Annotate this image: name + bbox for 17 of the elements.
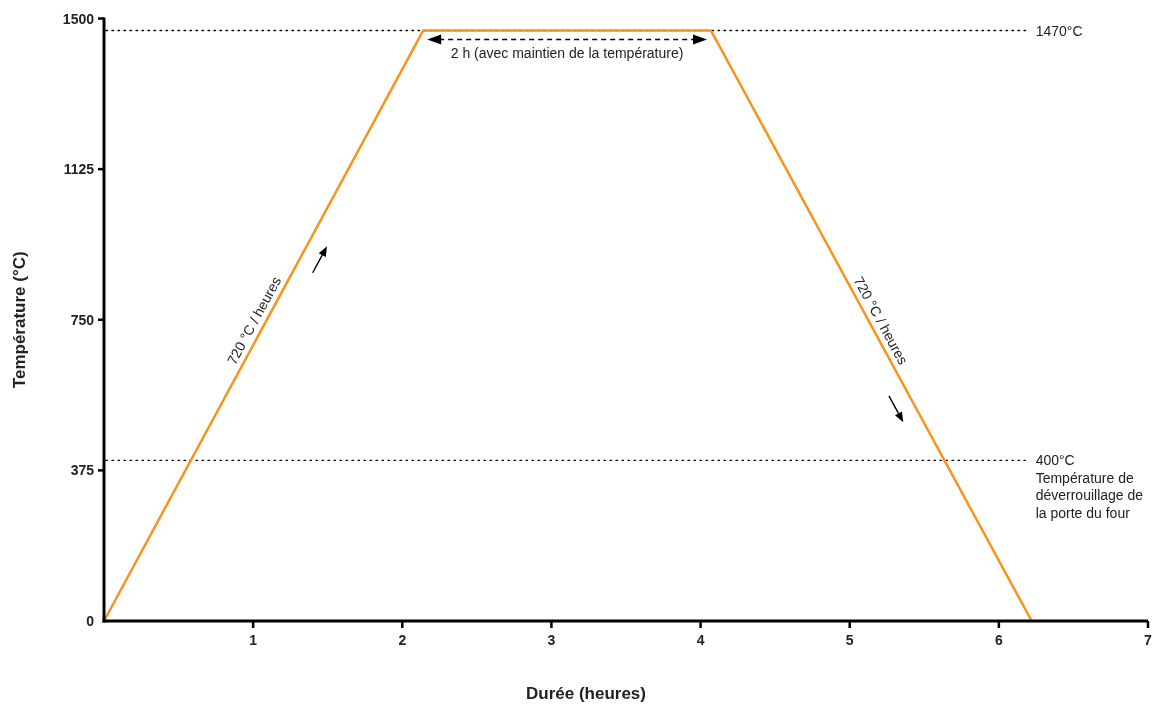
x-tick-label: 3 [547, 632, 556, 648]
y-tick-label: 1500 [62, 10, 95, 27]
x-tick-label: 2 [398, 632, 407, 648]
y-tick-label: 750 [70, 311, 95, 328]
annotation: 2 h (avec maintien de la température) [450, 44, 684, 61]
x-tick-label: 6 [994, 632, 1003, 648]
x-tick-label: 5 [845, 632, 854, 648]
x-tick-label: 7 [1144, 632, 1153, 648]
y-tick-label: 0 [86, 613, 95, 629]
ref-line-label: 400°C Température de déverrouillage de la porte du four [1035, 452, 1144, 521]
ref-line-label: 1470°C [1035, 22, 1083, 39]
y-tick-label: 1125 [63, 161, 95, 178]
y-tick-label: 375 [70, 462, 95, 479]
x-axis-title: Durée (heures) [526, 684, 646, 703]
x-tick-label: 4 [696, 632, 705, 648]
y-axis-title: Température (°C) [10, 251, 29, 389]
x-tick-label: 1 [249, 632, 258, 648]
